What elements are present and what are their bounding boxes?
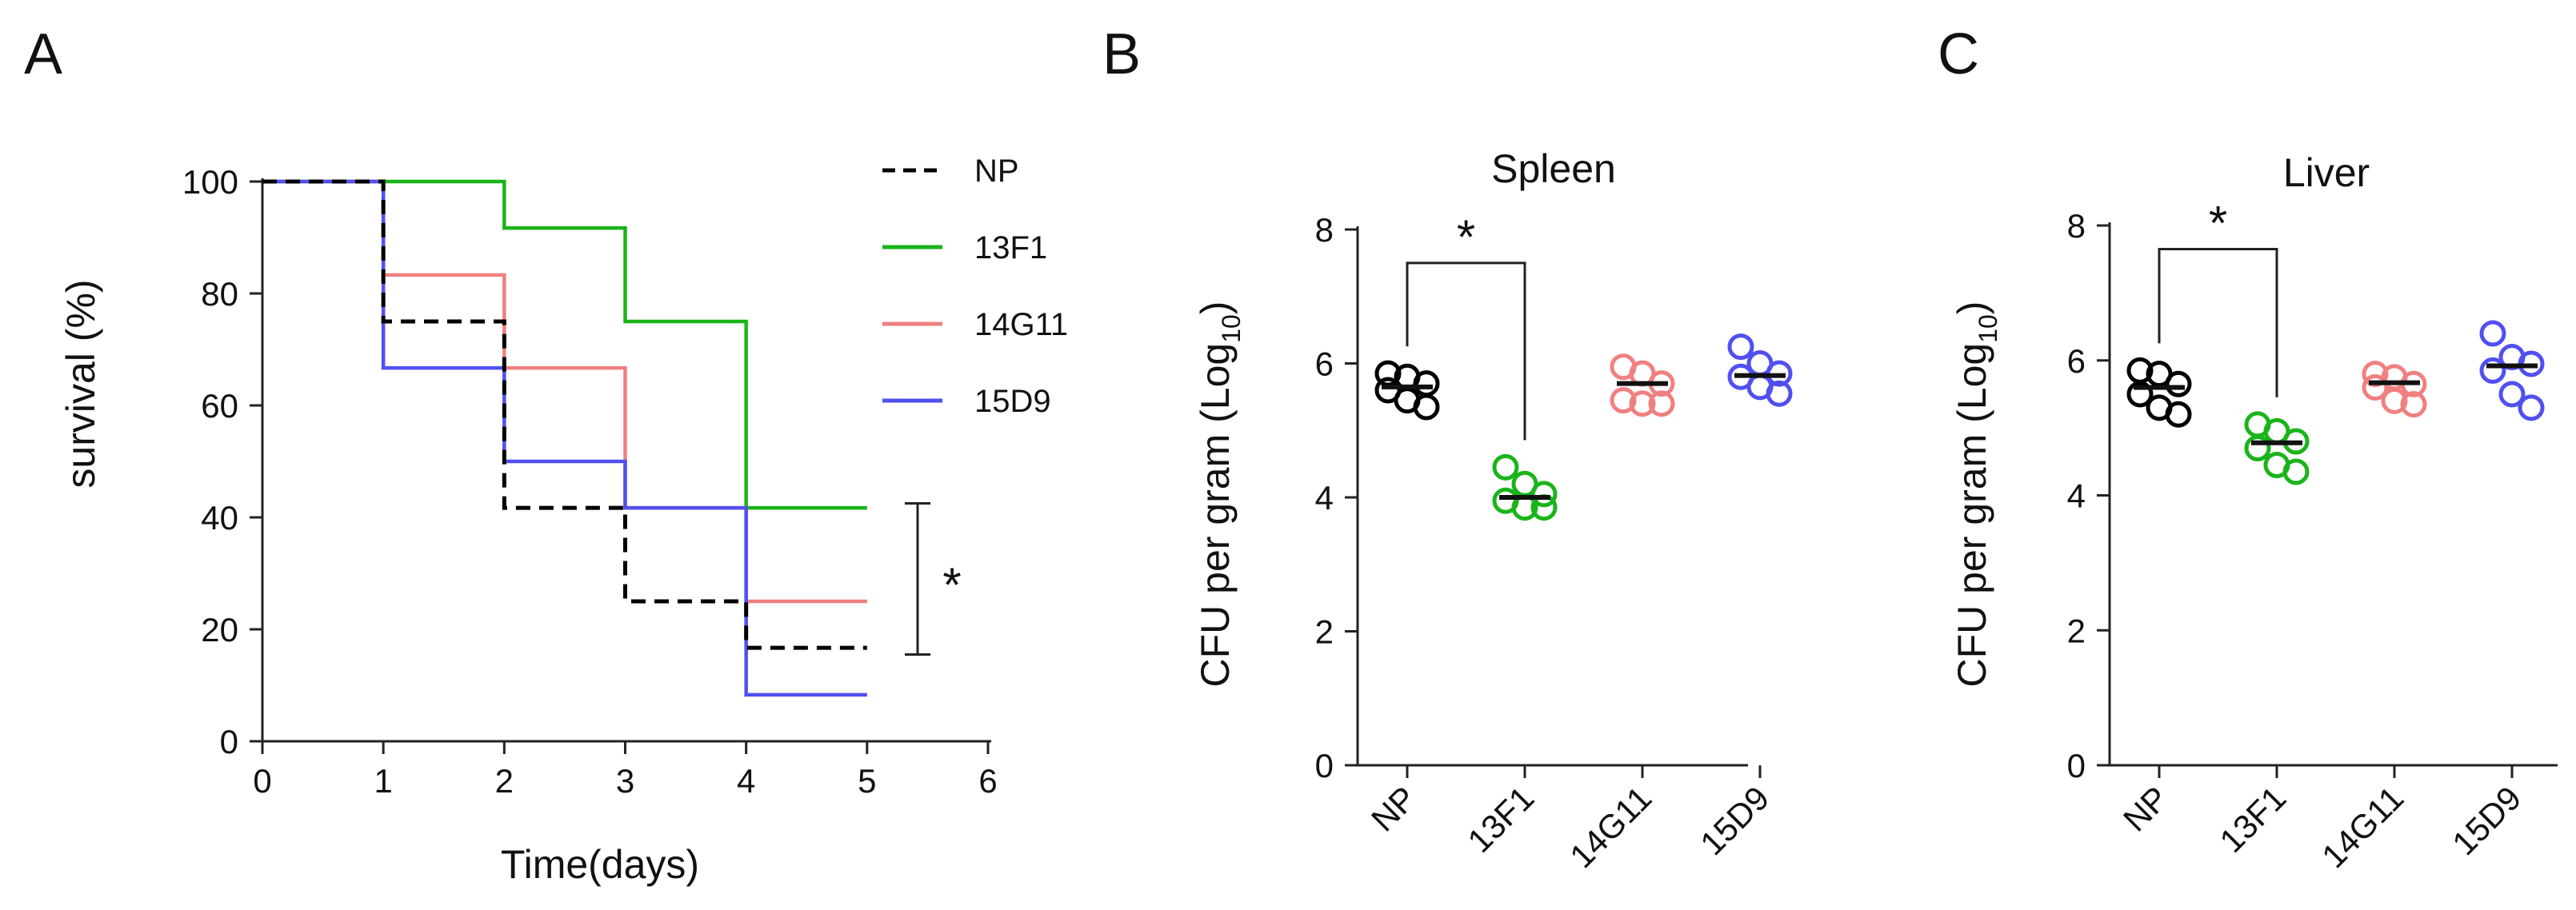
spleen-y-tick-label: 8 [1315, 211, 1334, 249]
liver-point-15d9 [2479, 357, 2506, 384]
panel-label-b: B [1102, 22, 1141, 86]
survival-x-tick-label: 2 [495, 762, 514, 800]
survival-chart: survival (%) Time(days) 0 20 40 60 80 100 0 1 2 3… [58, 154, 1068, 887]
survival-line-13f1 [262, 179, 867, 510]
spleen-x-tick-label: 15D9 [1693, 779, 1776, 862]
survival-line-np [262, 179, 867, 650]
spleen-y-tick-label: 0 [1315, 747, 1334, 784]
spleen-x-tick-label: 13F1 [1460, 779, 1541, 860]
liver-point-13f1 [2282, 458, 2310, 485]
liver-point-np [2126, 381, 2154, 408]
spleen-point-15d9 [1727, 333, 1754, 361]
liver-point-np [2165, 401, 2192, 428]
survival-x-tick-label: 6 [978, 762, 997, 800]
liver-point-14g11 [2381, 387, 2408, 414]
spleen-point-15d9 [1766, 380, 1793, 407]
survival-significance-star: * [942, 558, 961, 612]
survival-line-15d9 [262, 179, 867, 697]
survival-y-tick-label: 40 [201, 499, 238, 537]
survival-x-axis-title: Time(days) [501, 842, 699, 887]
legend-label-15d9: 15D9 [974, 384, 1051, 419]
survival-x-tick-label: 5 [858, 762, 876, 800]
survival-line-14g11 [262, 179, 867, 604]
panel-label-c: C [1938, 22, 1979, 86]
survival-x-tick-label: 4 [737, 762, 755, 800]
liver-y-tick-label: 2 [2067, 612, 2086, 649]
legend-label-14g11: 14G11 [974, 307, 1068, 342]
liver-y-tick-label: 0 [2067, 747, 2086, 784]
spleen-point-np [1413, 393, 1440, 421]
liver-x-tick-label: NP [2116, 779, 2176, 839]
spleen-title: Spleen [1491, 146, 1616, 191]
liver-y-axis-title: CFU per gram (Log10) [1950, 301, 2002, 688]
panel-label-a: A [24, 22, 62, 86]
survival-x-tick-label: 1 [374, 762, 392, 800]
spleen-significance-bracket [1406, 261, 1526, 441]
spleen-x-tick-label: NP [1364, 779, 1424, 839]
survival-y-tick-label: 80 [201, 275, 238, 313]
survival-y-axis-title: survival (%) [58, 279, 103, 488]
liver-y-tick-label: 6 [2067, 342, 2086, 380]
liver-point-15d9 [2479, 320, 2506, 347]
survival-y-tick-label: 0 [220, 723, 238, 760]
liver-point-14g11 [2400, 391, 2427, 418]
spleen-point-14g11 [1648, 390, 1675, 417]
liver-point-14g11 [2362, 374, 2389, 401]
spleen-point-14g11 [1610, 387, 1637, 414]
spleen-y-axis-title: CFU per gram (Log10) [1193, 301, 1246, 688]
spleen-x-tick-label: 14G11 [1562, 779, 1658, 875]
spleen-point-14g11 [1629, 390, 1656, 417]
liver-chart: Liver CFU per gram (Log10) 0 2 4 6 8 NP 13F1 14… [1950, 150, 2558, 875]
liver-point-13f1 [2244, 434, 2271, 461]
spleen-significance-star: * [1457, 210, 1475, 264]
spleen-y-tick-label: 6 [1315, 345, 1334, 383]
spleen-y-tick-label: 2 [1315, 613, 1334, 651]
liver-x-tick-label: 13F1 [2212, 779, 2293, 860]
liver-significance-star: * [2209, 197, 2227, 250]
liver-point-15d9 [2498, 381, 2526, 408]
legend-label-13f1: 13F1 [974, 230, 1047, 265]
liver-x-tick-label: 14G11 [2314, 779, 2410, 875]
spleen-point-13f1 [1492, 453, 1519, 481]
liver-point-np [2165, 370, 2192, 397]
spleen-point-13f1 [1530, 481, 1558, 508]
survival-y-tick-label: 60 [201, 387, 238, 425]
liver-y-tick-label: 4 [2067, 477, 2086, 515]
liver-significance-bracket [2158, 248, 2278, 397]
liver-point-15d9 [2518, 394, 2545, 421]
liver-point-14g11 [2362, 361, 2389, 388]
liver-y-tick-label: 8 [2067, 207, 2086, 245]
liver-title: Liver [2283, 150, 2370, 195]
spleen-chart: Spleen CFU per gram (Log10) 0 2 4 6 8 NP 13F1 1… [1193, 146, 1793, 875]
survival-x-tick-label: 3 [616, 762, 634, 800]
legend-label-np: NP [974, 154, 1019, 189]
spleen-y-tick-label: 4 [1315, 479, 1334, 517]
liver-x-tick-label: 15D9 [2445, 779, 2528, 862]
survival-y-tick-label: 100 [182, 163, 238, 201]
survival-x-tick-label: 0 [253, 762, 271, 800]
survival-y-tick-label: 20 [201, 611, 238, 649]
